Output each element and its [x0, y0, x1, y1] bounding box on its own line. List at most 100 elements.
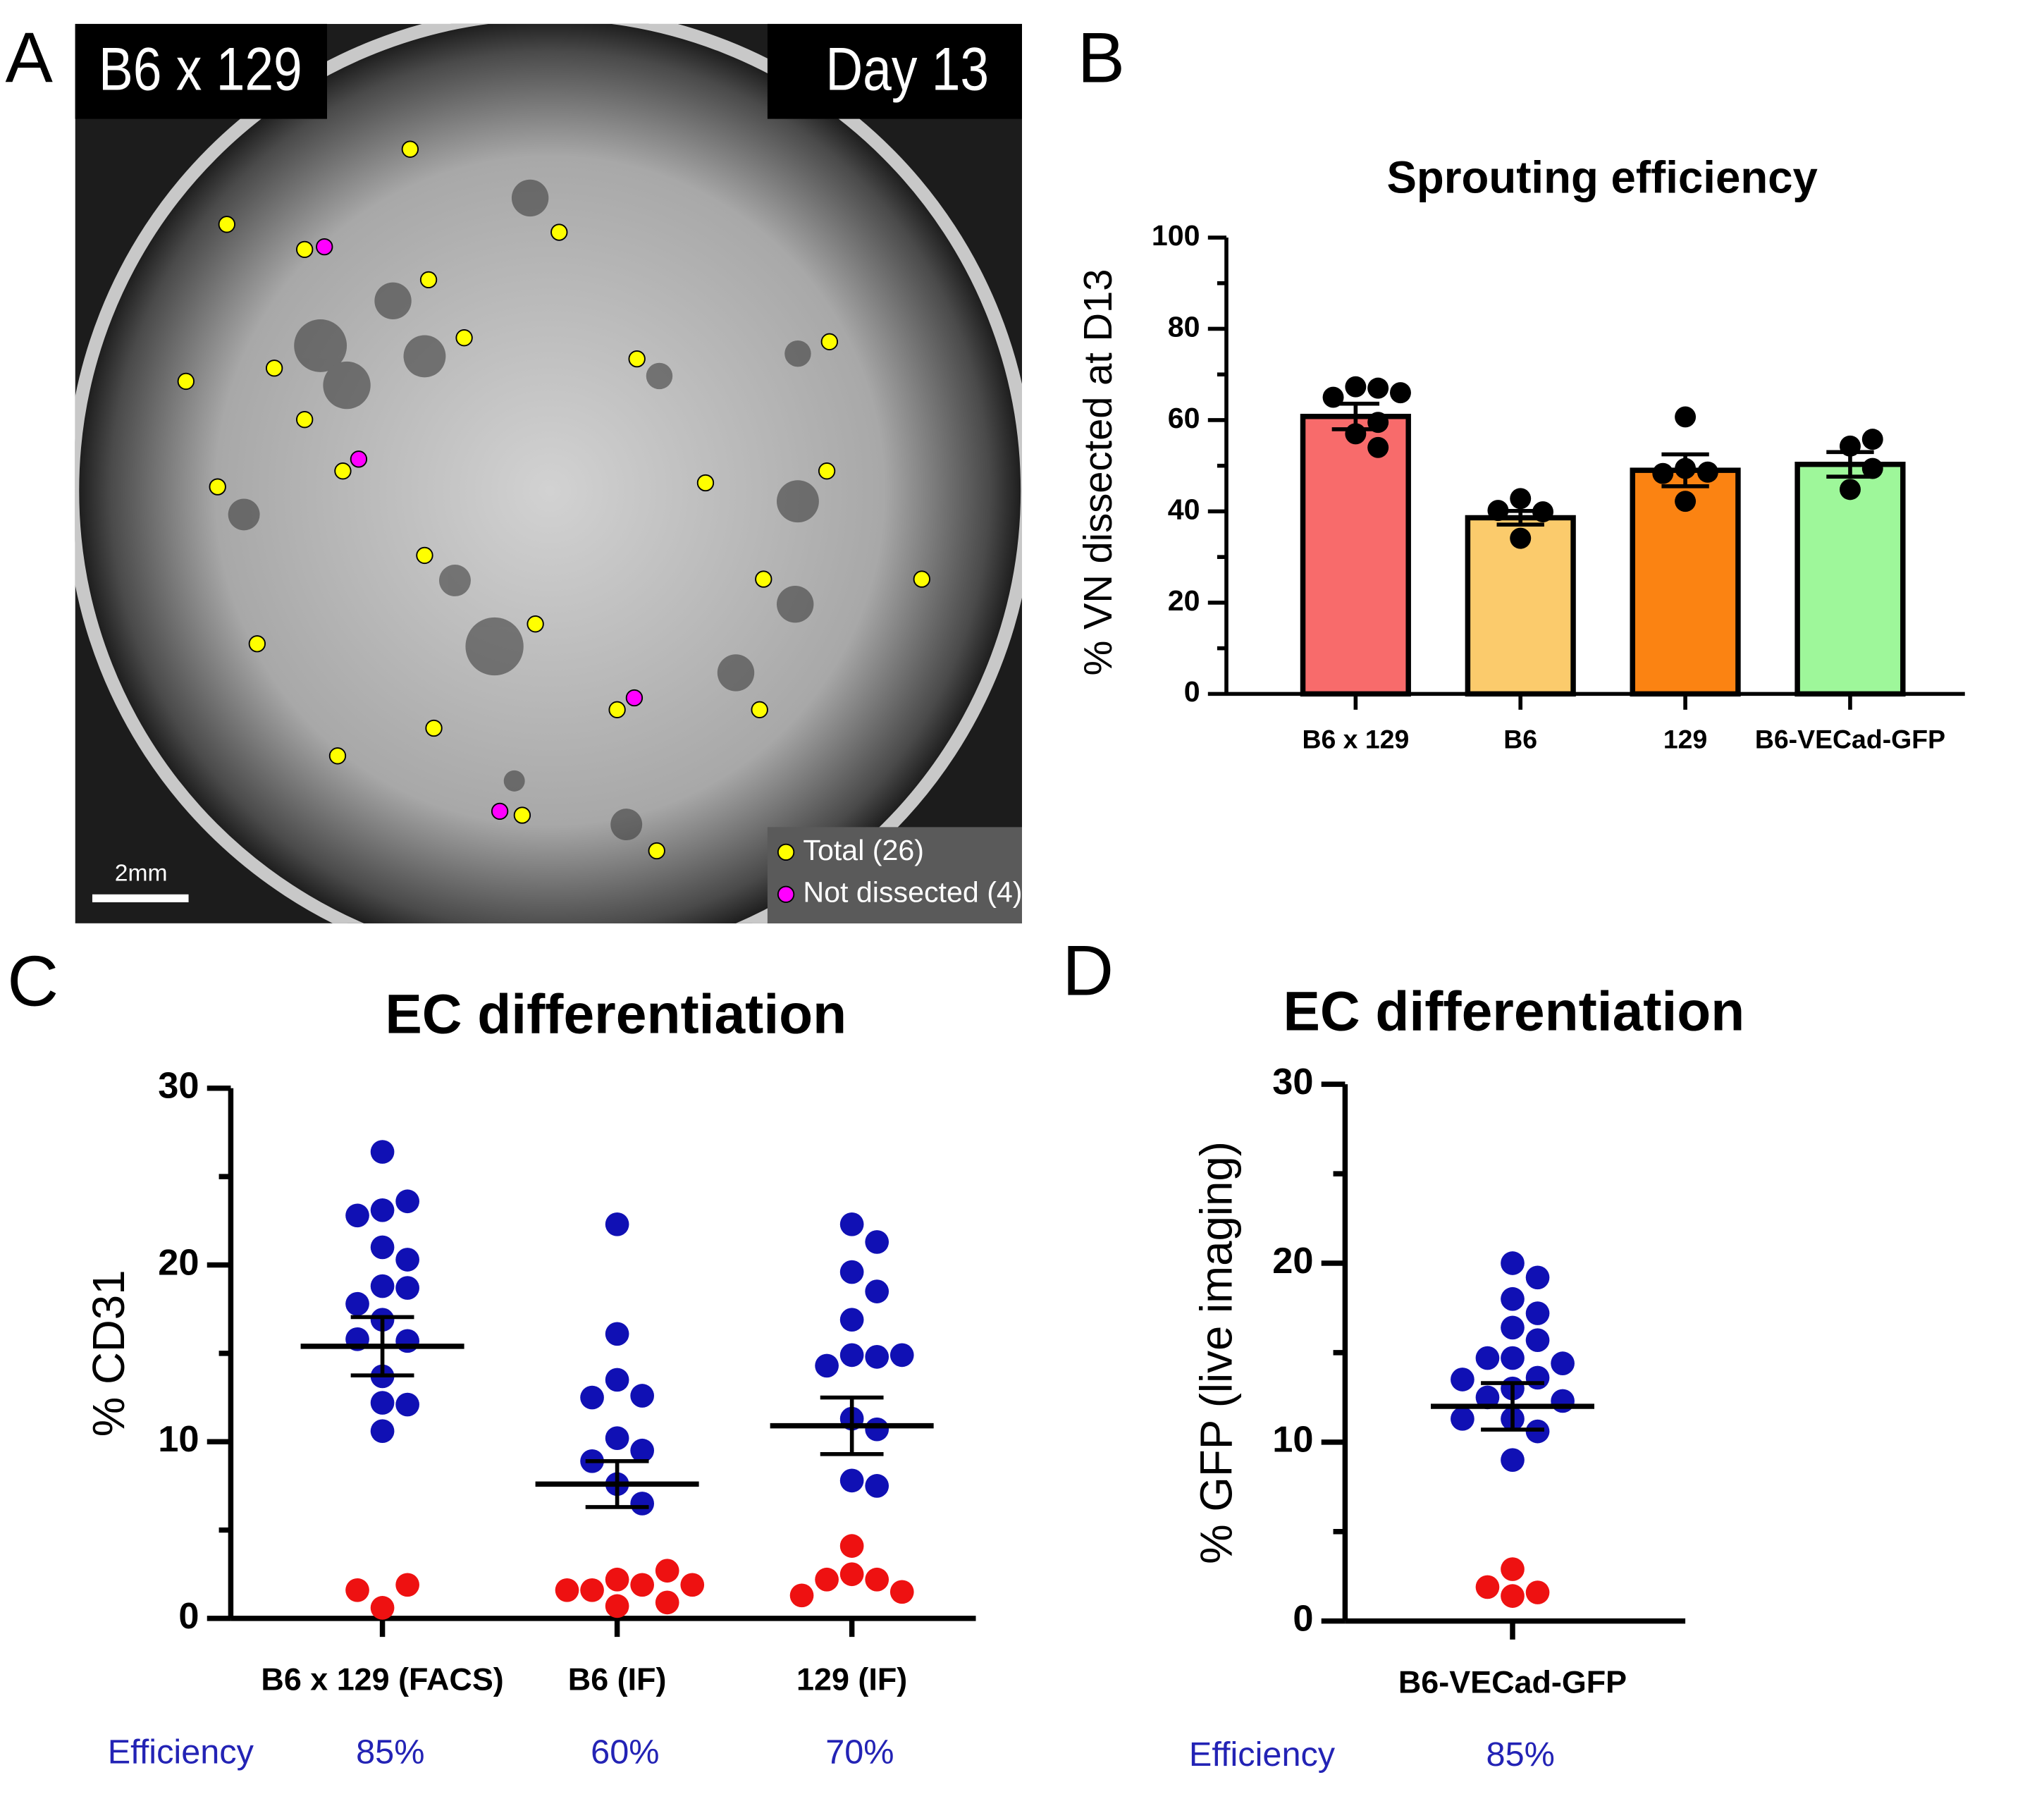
data-point	[655, 1590, 679, 1615]
efficiency-value: 85%	[1486, 1735, 1555, 1774]
data-point	[555, 1578, 579, 1602]
data-point	[1861, 429, 1883, 450]
y-tick-label: 40	[1168, 493, 1200, 525]
total-marker	[248, 635, 266, 653]
data-point	[1451, 1406, 1474, 1431]
data-point	[1525, 1580, 1550, 1604]
data-point	[865, 1567, 889, 1592]
data-point	[605, 1426, 629, 1451]
data-point	[1525, 1328, 1550, 1352]
x-tick-label: 129 (IF)	[796, 1661, 907, 1697]
total-marker	[755, 570, 772, 588]
data-point	[839, 1308, 864, 1332]
label-box	[75, 23, 327, 119]
data-point	[395, 1392, 419, 1417]
sprouts	[228, 179, 819, 841]
data-point	[580, 1578, 604, 1602]
data-point	[1501, 1448, 1525, 1473]
legend-marker	[777, 885, 795, 903]
data-point	[839, 1260, 864, 1284]
x-tick-label: B6 x 129	[1302, 725, 1409, 754]
data-point	[815, 1567, 839, 1592]
total-marker	[209, 478, 226, 496]
data-point	[370, 1274, 395, 1298]
image-label: Day 13	[825, 35, 989, 103]
total-marker	[648, 842, 665, 860]
total-marker	[527, 615, 544, 633]
data-point	[1501, 1315, 1525, 1340]
data-point	[1475, 1385, 1500, 1410]
y-tick-label: 10	[158, 1419, 199, 1460]
not-dissected-marker	[350, 450, 368, 468]
total-marker	[820, 333, 838, 350]
not-dissected-marker	[491, 802, 509, 821]
y-tick-label: 20	[1272, 1241, 1313, 1282]
total-marker	[913, 570, 930, 588]
legend-label: Total (26)	[803, 834, 924, 866]
y-tick-label: 10	[1272, 1420, 1313, 1461]
data-point	[605, 1322, 629, 1346]
total-marker	[334, 462, 352, 480]
data-point	[839, 1212, 864, 1236]
data-point	[1501, 1557, 1525, 1581]
y-tick-label: 0	[1293, 1599, 1313, 1640]
panel-letter: B	[1078, 19, 1125, 98]
data-point	[1345, 376, 1367, 398]
data-point	[1697, 461, 1718, 483]
data-point	[630, 1384, 654, 1408]
data-point	[1551, 1351, 1575, 1375]
y-tick-label: 30	[1272, 1062, 1313, 1102]
x-tick-label: B6 x 129 (FACS)	[261, 1661, 503, 1697]
image-label: B6 x 129	[99, 35, 302, 103]
total-marker	[455, 329, 473, 347]
y-axis-label: % GFP (live imaging)	[1191, 1141, 1241, 1564]
total-marker	[419, 271, 438, 289]
data-point	[865, 1417, 889, 1442]
y-tick-label: 0	[1184, 675, 1200, 708]
y-axis-label: % CD31	[84, 1270, 134, 1437]
data-point	[1525, 1365, 1550, 1390]
data-point	[605, 1368, 629, 1392]
data-point	[889, 1580, 914, 1604]
data-point	[370, 1140, 395, 1164]
total-marker	[296, 240, 314, 259]
data-point	[370, 1419, 395, 1444]
chart-title: Sprouting efficiency	[1387, 152, 1818, 202]
y-tick-label: 0	[178, 1596, 199, 1637]
data-point	[1525, 1265, 1550, 1290]
y-tick-label: 20	[1168, 584, 1200, 617]
total-marker	[401, 140, 419, 158]
y-axis-label: % VN dissected at D13	[1076, 269, 1120, 676]
data-point	[839, 1534, 864, 1558]
not-dissected-marker	[316, 238, 333, 256]
data-point	[345, 1203, 369, 1228]
label-box	[767, 23, 1022, 119]
data-point	[1525, 1301, 1550, 1325]
data-point	[1367, 377, 1389, 399]
total-marker	[416, 546, 433, 565]
data-point	[1501, 1286, 1525, 1311]
x-tick-label: B6-VECad-GFP	[1398, 1664, 1627, 1700]
data-point	[1367, 436, 1389, 458]
total-marker	[425, 719, 443, 737]
efficiency-value: 60%	[591, 1733, 659, 1771]
legend-box	[767, 827, 1022, 923]
x-tick-label: B6	[1503, 725, 1537, 754]
not-dissected-marker	[625, 689, 644, 707]
efficiency-label: Efficiency	[1189, 1735, 1336, 1774]
panel-letter: A	[5, 19, 53, 98]
total-marker	[513, 806, 531, 824]
y-tick-label: 80	[1168, 310, 1200, 343]
efficiency-label: Efficiency	[108, 1733, 254, 1771]
panel-letter: D	[1062, 931, 1114, 1010]
data-point	[839, 1562, 864, 1587]
data-point	[839, 1468, 864, 1493]
data-point	[1675, 491, 1697, 512]
data-point	[630, 1492, 654, 1516]
total-marker	[608, 701, 626, 718]
data-point	[1551, 1389, 1575, 1413]
data-point	[1675, 406, 1697, 428]
data-point	[395, 1189, 419, 1214]
legend-marker	[777, 843, 795, 861]
